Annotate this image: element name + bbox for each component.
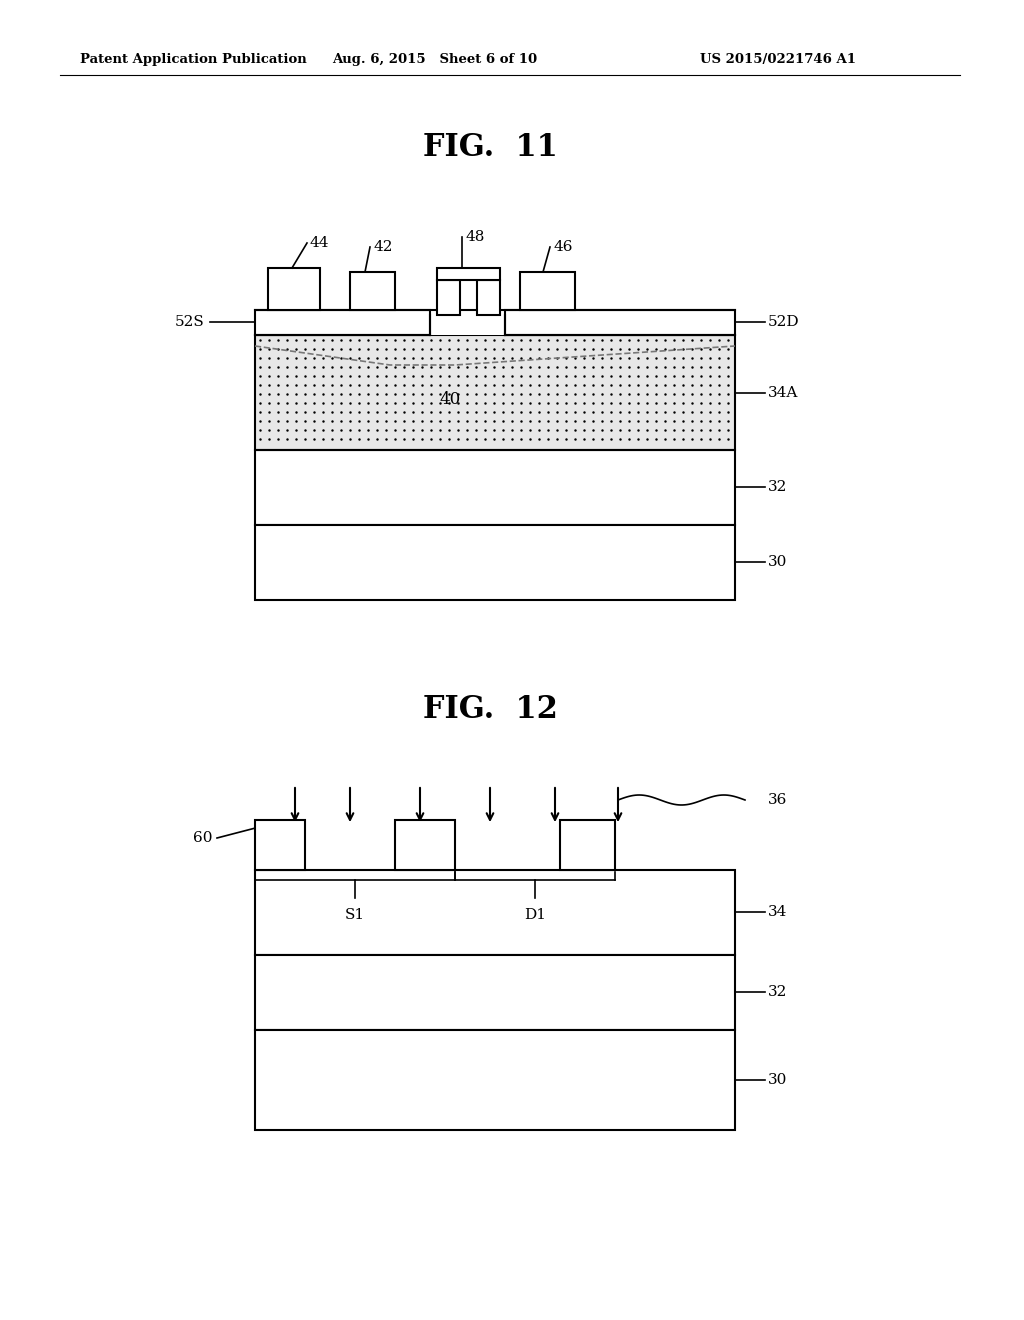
- Text: 52D: 52D: [768, 315, 800, 329]
- Bar: [437, 280, 460, 315]
- Bar: [395, 820, 455, 870]
- Text: 44: 44: [310, 236, 330, 249]
- Bar: [255, 335, 735, 450]
- Text: US 2015/0221746 A1: US 2015/0221746 A1: [700, 54, 856, 66]
- Text: 48: 48: [465, 230, 484, 244]
- Text: 30: 30: [768, 1073, 787, 1086]
- Text: FIG.  12: FIG. 12: [423, 694, 557, 726]
- Text: 36: 36: [768, 793, 787, 807]
- Bar: [255, 954, 735, 1030]
- Bar: [520, 272, 575, 310]
- Bar: [255, 870, 735, 954]
- Bar: [255, 450, 735, 525]
- Text: 52S: 52S: [175, 315, 205, 329]
- Text: 32: 32: [768, 480, 787, 494]
- Bar: [268, 268, 319, 310]
- Bar: [255, 335, 735, 450]
- Text: 30: 30: [768, 554, 787, 569]
- Text: Aug. 6, 2015   Sheet 6 of 10: Aug. 6, 2015 Sheet 6 of 10: [333, 54, 538, 66]
- Text: Patent Application Publication: Patent Application Publication: [80, 54, 307, 66]
- Bar: [505, 310, 735, 335]
- Bar: [560, 820, 615, 870]
- Text: S1: S1: [345, 908, 366, 921]
- Text: 32: 32: [768, 985, 787, 999]
- Text: 60: 60: [194, 832, 213, 845]
- Bar: [350, 272, 395, 310]
- Bar: [430, 315, 505, 335]
- Text: 34: 34: [768, 906, 787, 919]
- Text: 42: 42: [373, 240, 392, 253]
- Bar: [505, 310, 735, 335]
- Bar: [255, 310, 430, 335]
- Bar: [255, 1030, 735, 1130]
- Text: 46: 46: [553, 240, 572, 253]
- Text: 34A: 34A: [768, 385, 799, 400]
- Bar: [255, 525, 735, 601]
- Text: D1: D1: [524, 908, 546, 921]
- Bar: [477, 280, 500, 315]
- Bar: [437, 268, 500, 280]
- Text: FIG.  11: FIG. 11: [423, 132, 557, 164]
- Bar: [255, 310, 430, 335]
- Text: 40: 40: [439, 392, 461, 408]
- Bar: [255, 820, 305, 870]
